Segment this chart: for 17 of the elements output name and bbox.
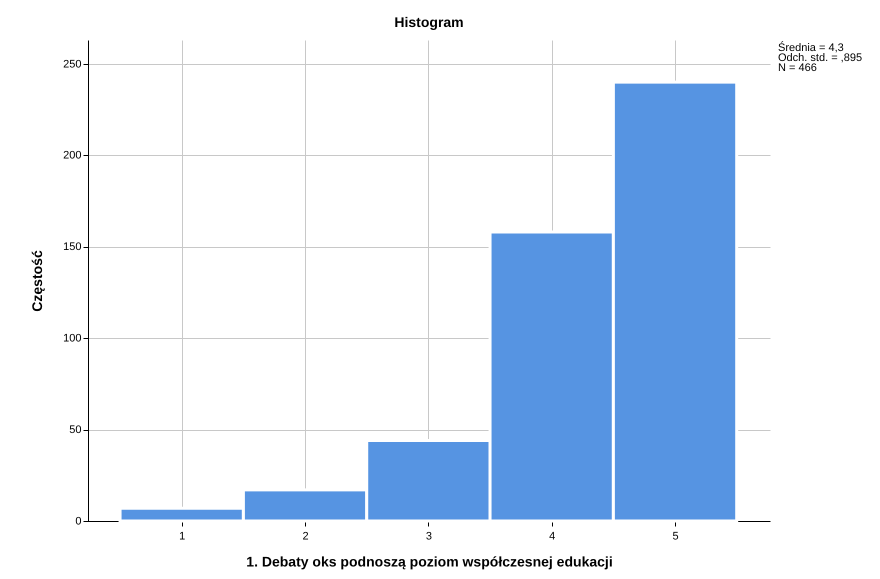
y-tick-label: 150 [63, 241, 82, 254]
y-tick-label: 0 [75, 516, 82, 528]
x-tick-label: 2 [302, 530, 309, 542]
x-tick-label: 4 [549, 530, 556, 542]
x-tick-label: 5 [672, 530, 679, 542]
chart-title: Histogram [394, 14, 464, 30]
y-axis-title: Częstość [29, 250, 46, 312]
y-tick-label: 50 [69, 424, 82, 436]
text: N = 466 [778, 62, 817, 74]
x-tick-label: 1 [179, 530, 186, 542]
x-axis-title: 1. Debaty oks podnoszą poziom współczesnej edukacji [246, 554, 613, 570]
y-tick-label: 200 [63, 150, 82, 162]
x-tick-label: 3 [426, 530, 432, 542]
y-tick-label: 100 [63, 332, 82, 345]
text: Średnia = 4,3 [778, 41, 844, 54]
y-tick-label: 250 [63, 58, 82, 70]
text: Odch. std. = ,895 [778, 52, 862, 64]
